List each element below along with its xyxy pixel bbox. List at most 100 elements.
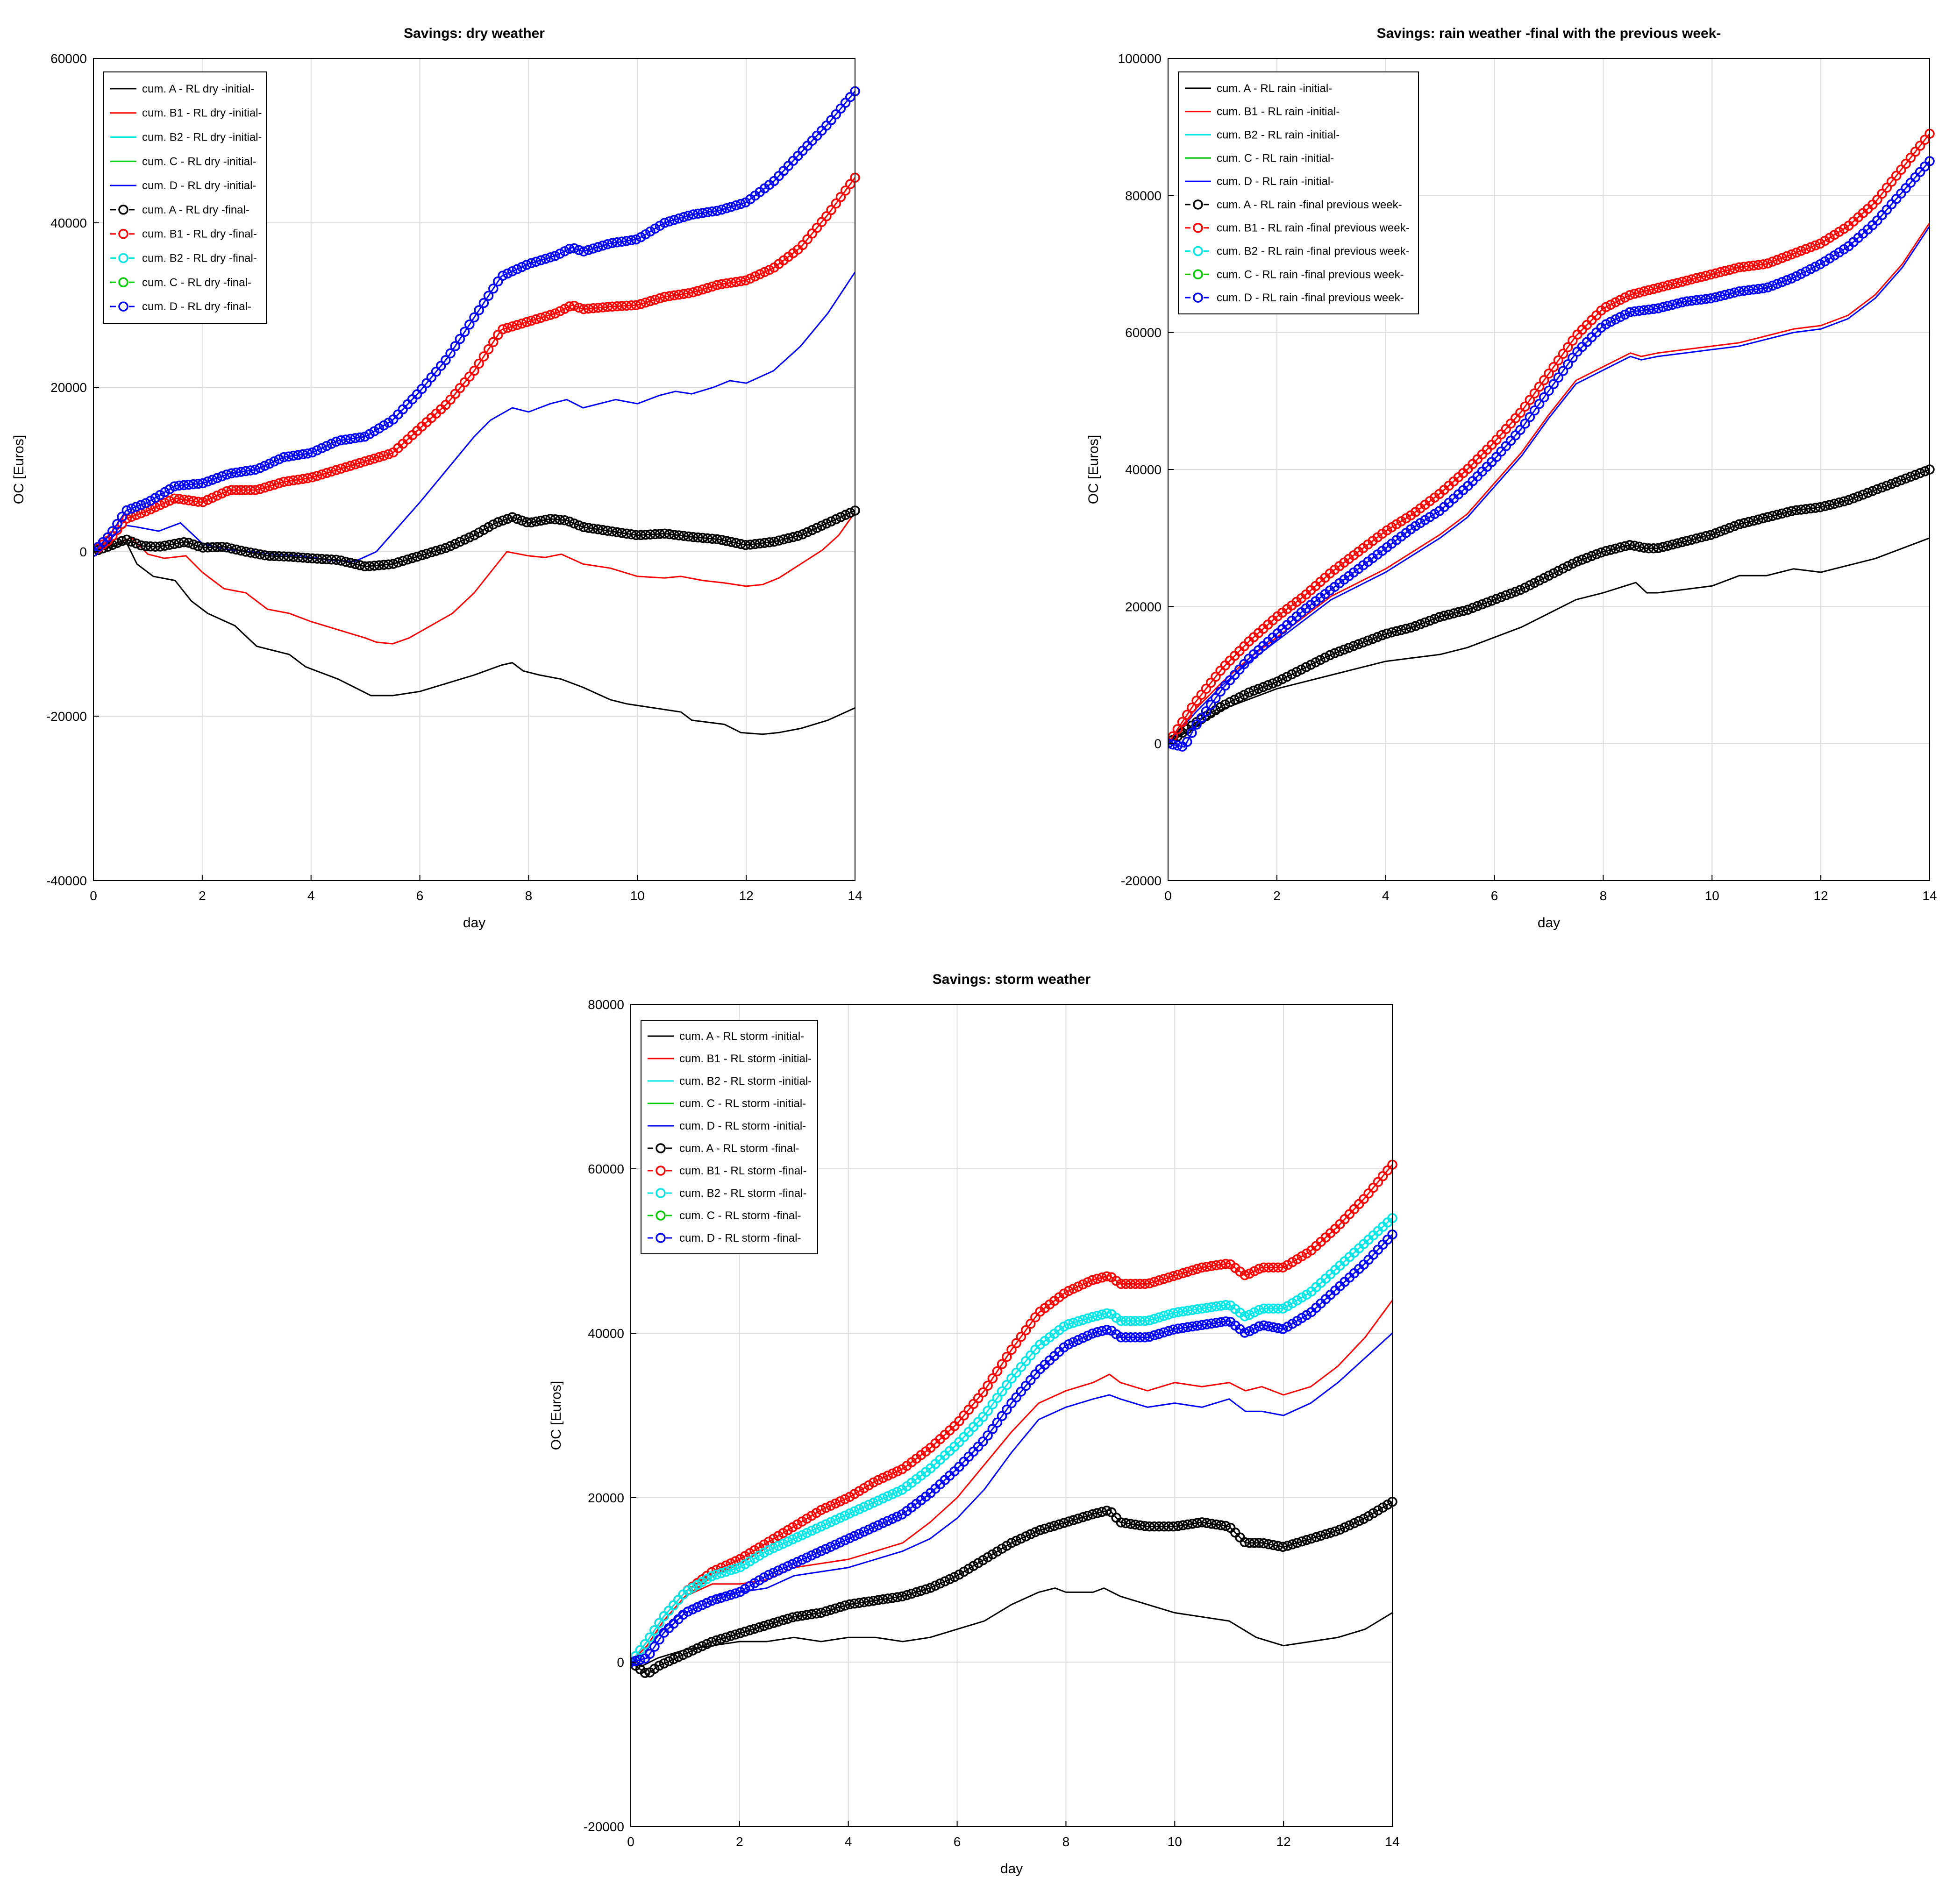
series-marker (312, 554, 322, 564)
legend-box (1178, 71, 1419, 314)
series-marker (355, 560, 365, 570)
legend-label: cum. D - RL storm -final- (679, 1232, 801, 1244)
series-marker (1172, 724, 1183, 734)
y-axis-label: OC [Euros] (549, 1381, 564, 1450)
series-marker (412, 551, 422, 562)
series-marker (812, 222, 822, 233)
series-marker (1701, 270, 1711, 281)
series-marker (1140, 1332, 1150, 1343)
series-marker (345, 461, 356, 471)
series-marker (1287, 669, 1297, 680)
series-marker (688, 209, 698, 220)
series-marker (1163, 1273, 1174, 1283)
series-marker (155, 541, 165, 552)
series-marker (716, 1592, 727, 1603)
series-marker (1097, 1309, 1107, 1320)
series-marker (1168, 1324, 1179, 1335)
series-marker (707, 533, 718, 544)
series-marker (264, 458, 275, 469)
series-marker (1306, 1533, 1317, 1544)
legend-marker (1193, 292, 1203, 303)
series-marker (1192, 1518, 1203, 1528)
series-marker (1672, 298, 1682, 309)
series-marker (1192, 1304, 1203, 1315)
series-marker (897, 1591, 907, 1602)
series-marker (1135, 1520, 1145, 1530)
legend-label: cum. B2 - RL rain -final previous week- (1217, 245, 1410, 258)
series-marker (1448, 608, 1459, 618)
y-tick-label: 100000 (1118, 51, 1162, 66)
series-marker (569, 518, 579, 529)
series-marker (131, 502, 142, 512)
series-marker (535, 255, 546, 265)
series-marker (498, 324, 508, 334)
series-marker (659, 1658, 670, 1669)
series-marker (726, 1590, 736, 1600)
series-marker (702, 1598, 712, 1608)
series-line-1 (631, 1300, 1393, 1663)
series-marker (1539, 375, 1549, 385)
series-marker (702, 533, 713, 544)
series-marker (1691, 273, 1702, 284)
series-marker (1168, 1521, 1179, 1532)
series-marker (664, 291, 675, 301)
series-marker (1087, 1312, 1098, 1322)
series-marker (198, 478, 208, 489)
series-marker (1220, 1316, 1231, 1327)
series-marker (820, 1606, 831, 1617)
legend-item: cum. C - RL rain -initial- (1185, 152, 1334, 164)
series-marker (849, 1599, 860, 1609)
series-marker (312, 470, 322, 481)
series-marker (712, 280, 722, 291)
series-marker (1615, 542, 1625, 553)
series-marker (992, 1417, 1003, 1428)
series-marker (1102, 1271, 1112, 1282)
series-marker (364, 561, 375, 571)
series-marker (1178, 1322, 1188, 1333)
series-marker (1263, 1303, 1274, 1314)
series-marker (1662, 540, 1673, 551)
legend-label: cum. D - RL storm -initial- (679, 1120, 806, 1132)
series-marker (749, 1623, 760, 1634)
series-marker (863, 1524, 874, 1535)
series-marker (1182, 737, 1192, 747)
series-marker (735, 539, 746, 549)
series-marker (564, 301, 575, 312)
series-marker (883, 1471, 893, 1481)
series-marker (1102, 1506, 1112, 1516)
series-marker (1468, 603, 1478, 613)
series-marker (717, 205, 727, 215)
series-marker (502, 268, 513, 279)
series-marker (645, 1649, 655, 1659)
series-marker (1762, 282, 1773, 292)
series-marker (459, 534, 470, 545)
legend-item: cum. B2 - RL dry -initial- (110, 131, 262, 144)
series-marker (792, 1532, 803, 1543)
series-marker (298, 553, 308, 563)
series-marker (1648, 304, 1659, 314)
series-marker (1163, 1521, 1174, 1532)
series-markers-6 (93, 172, 860, 557)
series-marker (987, 1399, 998, 1409)
series-marker (1658, 302, 1668, 313)
series-marker (1253, 683, 1264, 694)
series-marker (1753, 260, 1764, 270)
series-marker (1644, 304, 1654, 315)
series-line-0 (93, 541, 855, 735)
series-marker (245, 465, 256, 476)
series-marker (1815, 502, 1825, 512)
series-marker (731, 538, 741, 548)
series-markers-9 (93, 86, 860, 557)
series-marker (655, 293, 665, 304)
series-marker (1277, 1262, 1288, 1273)
series-marker (916, 1585, 927, 1596)
series-marker (574, 245, 584, 256)
series-marker (359, 432, 370, 442)
legend-label: cum. D - RL rain -final previous week- (1217, 291, 1404, 304)
series-marker (1729, 521, 1740, 531)
series-marker (1125, 1519, 1136, 1529)
x-tick-label: 0 (90, 889, 97, 903)
series-marker (212, 473, 222, 483)
series-marker (1063, 1319, 1074, 1329)
series-marker (726, 1631, 736, 1641)
